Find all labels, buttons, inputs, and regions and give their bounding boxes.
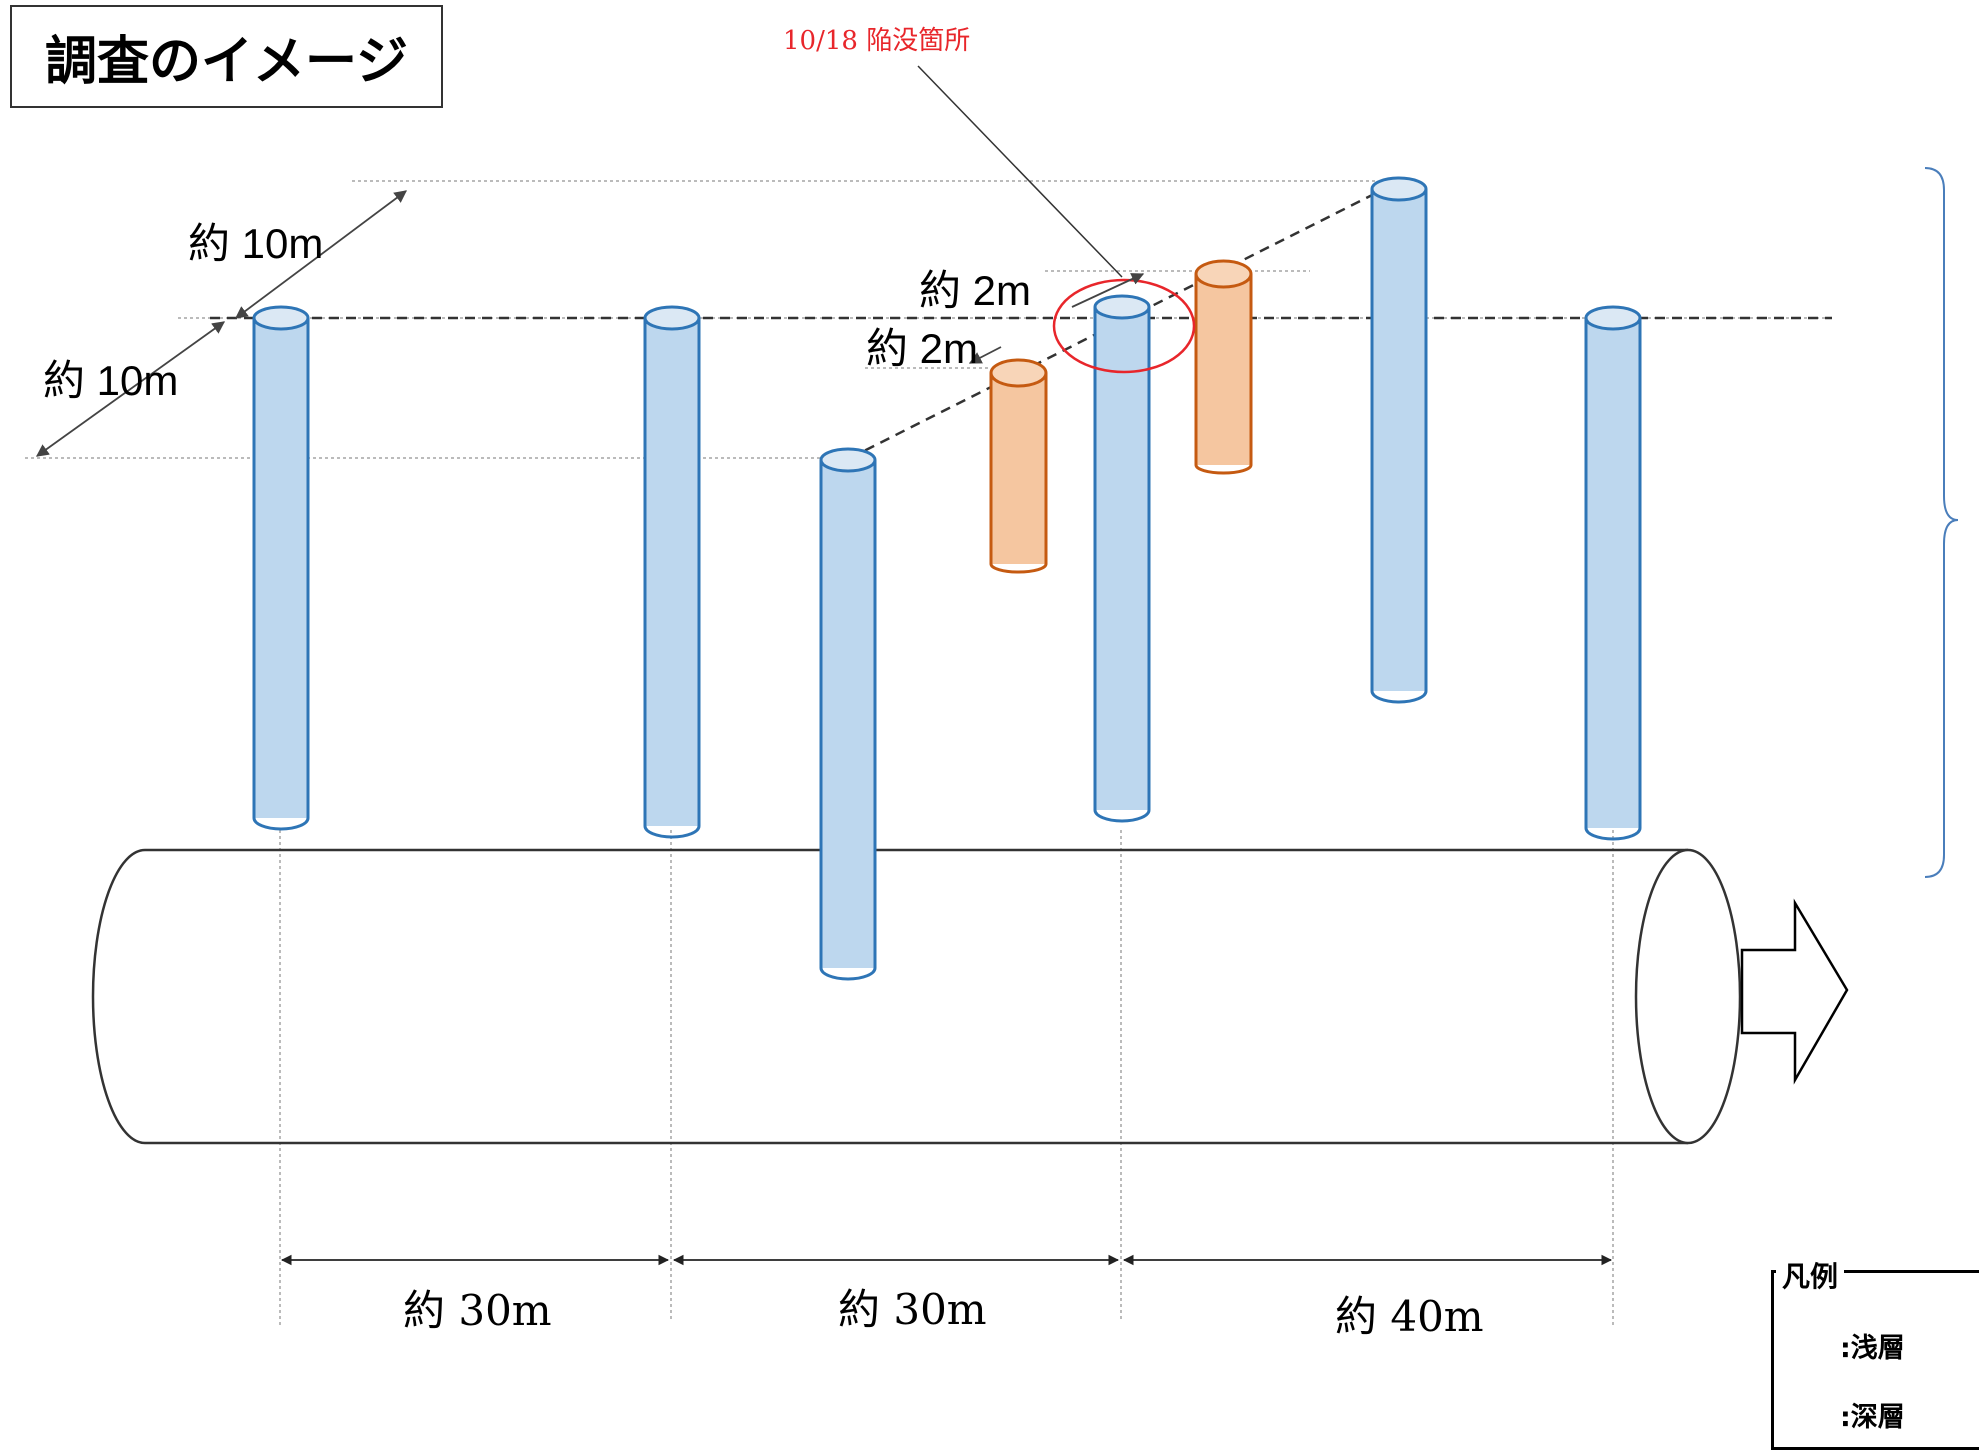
- legend: [1771, 1270, 1979, 1450]
- deep-borehole: [1093, 294, 1151, 823]
- deep-borehole: [819, 447, 877, 981]
- dimension-arrows: [35, 190, 1145, 457]
- flow-direction-arrow: [1740, 898, 1849, 1085]
- dimension-label-bottom-2: 約 30m: [838, 1285, 987, 1334]
- guide-lines: [25, 180, 1832, 1325]
- legend-title: 凡例: [1776, 1255, 1845, 1295]
- dimension-label-top-left-lower: 約 10m: [43, 357, 178, 404]
- deep-borehole: [643, 305, 701, 839]
- dimension-label-top-left-upper: 約 10m: [188, 220, 323, 267]
- callout-label: 10/18 陥没箇所: [783, 26, 970, 56]
- dimension-label-upper-offset: 約 2m: [919, 267, 1031, 314]
- deep-borehole: [252, 305, 310, 831]
- dimension-label-bottom-3: 約 40m: [1335, 1292, 1484, 1341]
- shallow-borehole: [989, 358, 1048, 574]
- collapse-site-marker: [1052, 278, 1196, 374]
- deep-borehole: [1370, 176, 1428, 704]
- legend-item-deep: :深層: [1840, 1402, 1905, 1433]
- deep-borehole: [1584, 305, 1642, 841]
- right-brace: [1924, 167, 1959, 878]
- dimension-label-bottom-1: 約 30m: [403, 1286, 552, 1335]
- dimension-label-lower-offset: 約 2m: [866, 325, 978, 372]
- legend-item-shallow: :浅層: [1840, 1333, 1905, 1364]
- page-title: 調査のイメージ: [10, 5, 443, 108]
- shallow-borehole: [1194, 259, 1253, 475]
- pipe: [91, 848, 1742, 1145]
- callout-leader-line: [917, 65, 1123, 278]
